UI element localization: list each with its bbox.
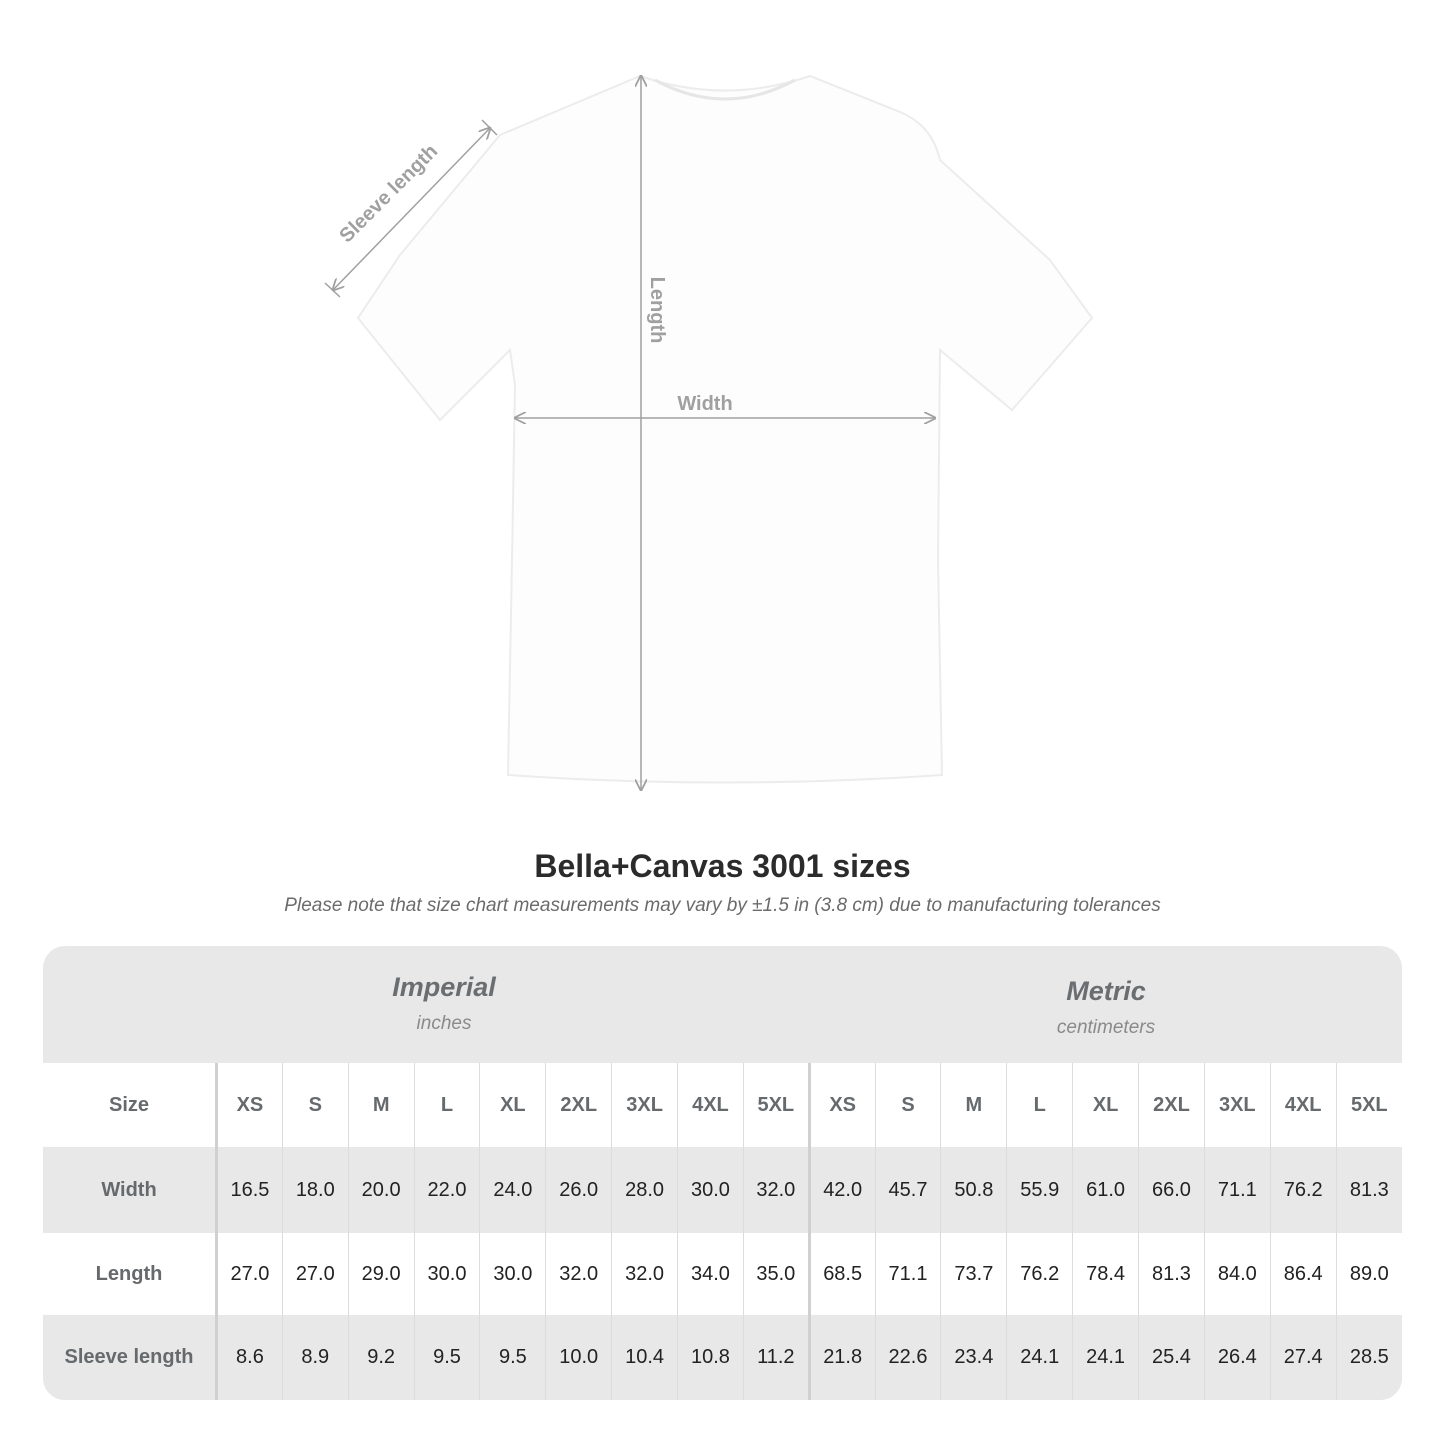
imperial-size-2XL: 2XL	[545, 1063, 612, 1147]
imperial-value: 8.6	[216, 1315, 283, 1400]
imperial-value: 28.0	[611, 1147, 678, 1233]
metric-value: 21.8	[807, 1315, 876, 1400]
metric-value: 81.3	[1138, 1233, 1205, 1315]
size-grid: Size XS S M L XL 2XL 3XL 4XL 5XL XS S M L XL 2XL 3XL 4XL 5…	[43, 1063, 1402, 1400]
imperial-title: Imperial	[392, 972, 496, 1002]
imperial-value: 27.0	[281, 1233, 349, 1315]
metric-value: 24.1	[1006, 1315, 1073, 1400]
size-table: Imperial inches Metric centimeters Size X…	[43, 946, 1402, 1400]
imperial-size-3XL: 3XL	[611, 1063, 678, 1147]
width-label: Width	[677, 393, 732, 415]
metric-unit: centimeters	[1056, 1017, 1156, 1038]
row-label: Width	[43, 1147, 218, 1233]
size-label: Size	[43, 1063, 218, 1147]
metric-size-5XL: 5XL	[1335, 1063, 1402, 1147]
table-row: Sleeve length 8.6 8.9 9.2 9.5 9.5 10.0 10.4 10.8…	[43, 1315, 1402, 1400]
metric-value: 45.7	[874, 1147, 941, 1233]
imperial-value: 34.0	[677, 1233, 744, 1315]
row-label: Length	[43, 1233, 218, 1315]
metric-size-L: L	[1006, 1063, 1073, 1147]
imperial-unit: inches	[416, 1013, 472, 1034]
imperial-value: 35.0	[742, 1233, 810, 1315]
imperial-value: 10.8	[677, 1315, 744, 1400]
imperial-value: 27.0	[216, 1233, 283, 1315]
tshirt-diagram: Sleeve length Length Width	[324, 0, 1094, 820]
imperial-header: Imperial inches	[217, 946, 671, 1089]
metric-value: 27.4	[1269, 1315, 1337, 1400]
metric-size-M: M	[940, 1063, 1007, 1147]
metric-size-4XL: 4XL	[1269, 1063, 1337, 1147]
imperial-value: 9.2	[347, 1315, 415, 1400]
metric-value: 25.4	[1138, 1315, 1205, 1400]
imperial-value: 10.4	[611, 1315, 678, 1400]
metric-value: 73.7	[940, 1233, 1007, 1315]
chart-title: Bella+Canvas 3001 sizes	[534, 848, 911, 884]
imperial-size-4XL: 4XL	[677, 1063, 744, 1147]
imperial-value: 29.0	[347, 1233, 415, 1315]
metric-value: 22.6	[874, 1315, 941, 1400]
tshirt-shape	[356, 74, 1094, 784]
metric-value: 86.4	[1269, 1233, 1337, 1315]
imperial-value: 16.5	[216, 1147, 283, 1233]
metric-value: 81.3	[1335, 1147, 1402, 1233]
metric-value: 68.5	[807, 1233, 876, 1315]
metric-value: 61.0	[1072, 1147, 1139, 1233]
imperial-value: 26.0	[545, 1147, 612, 1233]
metric-value: 71.1	[874, 1233, 941, 1315]
imperial-value: 11.2	[742, 1315, 810, 1400]
metric-value: 76.2	[1006, 1233, 1073, 1315]
metric-value: 55.9	[1006, 1147, 1073, 1233]
imperial-size-M: M	[347, 1063, 415, 1147]
metric-size-XS: XS	[807, 1063, 876, 1147]
chart-subtitle: Please note that size chart measurements…	[284, 895, 1161, 916]
table-row: Width 16.5 18.0 20.0 22.0 24.0 26.0 28.0 30.0 32.…	[43, 1147, 1402, 1233]
metric-size-3XL: 3XL	[1203, 1063, 1271, 1147]
imperial-value: 32.0	[611, 1233, 678, 1315]
sleeve-length-arrow	[333, 128, 490, 290]
imperial-value: 9.5	[479, 1315, 546, 1400]
metric-value: 89.0	[1335, 1233, 1402, 1315]
metric-value: 23.4	[940, 1315, 1007, 1400]
metric-size-S: S	[874, 1063, 941, 1147]
imperial-value: 24.0	[479, 1147, 546, 1233]
metric-value: 26.4	[1203, 1315, 1271, 1400]
imperial-value: 20.0	[347, 1147, 415, 1233]
imperial-value: 30.0	[479, 1233, 546, 1315]
imperial-value: 32.0	[545, 1233, 612, 1315]
metric-value: 76.2	[1269, 1147, 1337, 1233]
metric-value: 24.1	[1072, 1315, 1139, 1400]
imperial-size-5XL: 5XL	[742, 1063, 810, 1147]
metric-value: 42.0	[807, 1147, 876, 1233]
table-row: Length 27.0 27.0 29.0 30.0 30.0 32.0 32.0 34.0 35…	[43, 1233, 1402, 1315]
imperial-value: 9.5	[413, 1315, 480, 1400]
imperial-value: 32.0	[742, 1147, 810, 1233]
length-label: Length	[646, 277, 668, 344]
imperial-size-XS: XS	[216, 1063, 283, 1147]
metric-size-XL: XL	[1072, 1063, 1139, 1147]
imperial-value: 10.0	[545, 1315, 612, 1400]
metric-value: 84.0	[1203, 1233, 1271, 1315]
imperial-size-L: L	[413, 1063, 480, 1147]
metric-header: Metric centimeters	[810, 946, 1402, 1093]
row-label: Sleeve length	[43, 1315, 218, 1400]
imperial-value: 30.0	[413, 1233, 480, 1315]
imperial-value: 8.9	[281, 1315, 349, 1400]
metric-value: 50.8	[940, 1147, 1007, 1233]
metric-value: 66.0	[1138, 1147, 1205, 1233]
metric-value: 28.5	[1335, 1315, 1402, 1400]
metric-value: 71.1	[1203, 1147, 1271, 1233]
metric-value: 78.4	[1072, 1233, 1139, 1315]
metric-title: Metric	[1066, 976, 1146, 1006]
imperial-size-XL: XL	[479, 1063, 546, 1147]
imperial-size-S: S	[281, 1063, 349, 1147]
size-header-row: Size XS S M L XL 2XL 3XL 4XL 5XL XS S M L XL 2XL 3XL 4XL 5…	[43, 1063, 1402, 1147]
imperial-value: 18.0	[281, 1147, 349, 1233]
metric-size-2XL: 2XL	[1138, 1063, 1205, 1147]
imperial-value: 22.0	[413, 1147, 480, 1233]
imperial-value: 30.0	[677, 1147, 744, 1233]
